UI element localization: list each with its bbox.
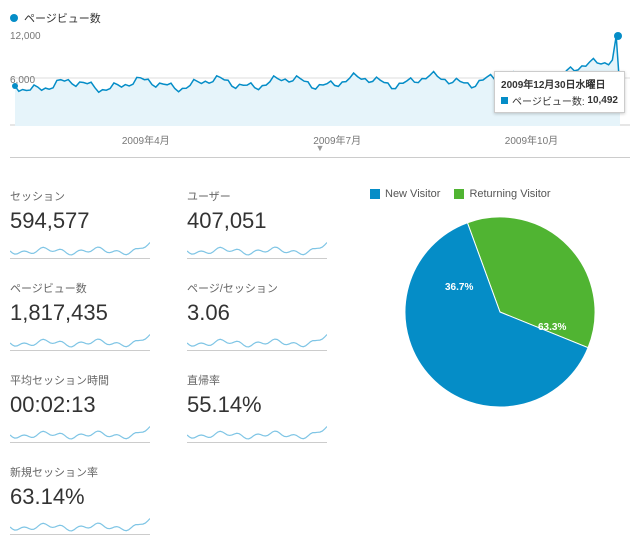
- metric-value: 63.14%: [10, 484, 173, 510]
- legend-returning-visitor[interactable]: Returning Visitor: [454, 188, 550, 200]
- sparkline: [187, 421, 327, 443]
- sparkline: [10, 237, 150, 259]
- x-label: 2009年10月: [505, 132, 558, 147]
- legend-label: New Visitor: [385, 188, 440, 200]
- pie-label-new: 63.3%: [538, 322, 566, 333]
- series-dot-icon: [10, 14, 18, 22]
- legend-new-visitor[interactable]: New Visitor: [370, 188, 440, 200]
- metric-sessions[interactable]: セッション 594,577: [10, 188, 173, 262]
- sparkline: [10, 329, 150, 351]
- metric-avg-duration[interactable]: 平均セッション時間 00:02:13: [10, 372, 173, 446]
- metric-label: ページビュー数: [10, 280, 173, 296]
- x-label: 2009年4月: [122, 132, 170, 147]
- metric-value: 407,051: [187, 208, 350, 234]
- main-chart[interactable]: 12,000 6,000 2009年4月 2009年7月 2009年10月 ▼ …: [10, 31, 630, 158]
- metric-value: 3.06: [187, 300, 350, 326]
- tooltip-value: 10,492: [587, 95, 618, 106]
- metric-value: 55.14%: [187, 392, 350, 418]
- metric-value: 1,817,435: [10, 300, 173, 326]
- sparkline: [187, 237, 327, 259]
- main-chart-legend: ページビュー数: [10, 10, 630, 26]
- metrics-grid: セッション 594,577 ユーザー 407,051 ページビュー数 1,817…: [10, 188, 350, 538]
- tooltip-date: 2009年12月30日水曜日: [501, 76, 618, 91]
- pie-svg: [400, 212, 600, 412]
- metric-label: 平均セッション時間: [10, 372, 173, 388]
- sparkline: [10, 513, 150, 535]
- metric-label: ページ/セッション: [187, 280, 350, 296]
- metric-bounce-rate[interactable]: 直帰率 55.14%: [187, 372, 350, 446]
- metric-new-session-rate[interactable]: 新規セッション率 63.14%: [10, 464, 173, 538]
- legend-swatch-icon: [454, 189, 464, 199]
- metric-users[interactable]: ユーザー 407,051: [187, 188, 350, 262]
- legend-label: Returning Visitor: [469, 188, 550, 200]
- y-label-max: 12,000: [10, 31, 41, 42]
- pie-legend: New Visitor Returning Visitor: [370, 188, 630, 200]
- metric-value: 00:02:13: [10, 392, 173, 418]
- visitor-pie-section: New Visitor Returning Visitor 63.3% 36.7…: [370, 188, 630, 538]
- tooltip-metric: ページビュー数:: [512, 93, 585, 108]
- pie-label-returning: 36.7%: [445, 282, 473, 293]
- sparkline: [187, 329, 327, 351]
- y-label-mid: 6,000: [10, 75, 35, 86]
- metric-label: 直帰率: [187, 372, 350, 388]
- chart-tooltip: 2009年12月30日水曜日 ページビュー数: 10,492: [494, 71, 625, 113]
- metric-value: 594,577: [10, 208, 173, 234]
- metric-label: セッション: [10, 188, 173, 204]
- metric-label: 新規セッション率: [10, 464, 173, 480]
- sparkline: [10, 421, 150, 443]
- pie-chart[interactable]: 63.3% 36.7%: [400, 212, 600, 412]
- tooltip-series-icon: [501, 97, 508, 104]
- metric-pageviews[interactable]: ページビュー数 1,817,435: [10, 280, 173, 354]
- metric-pages-per-session[interactable]: ページ/セッション 3.06: [187, 280, 350, 354]
- metric-label: ユーザー: [187, 188, 350, 204]
- main-chart-title: ページビュー数: [24, 10, 101, 26]
- legend-swatch-icon: [370, 189, 380, 199]
